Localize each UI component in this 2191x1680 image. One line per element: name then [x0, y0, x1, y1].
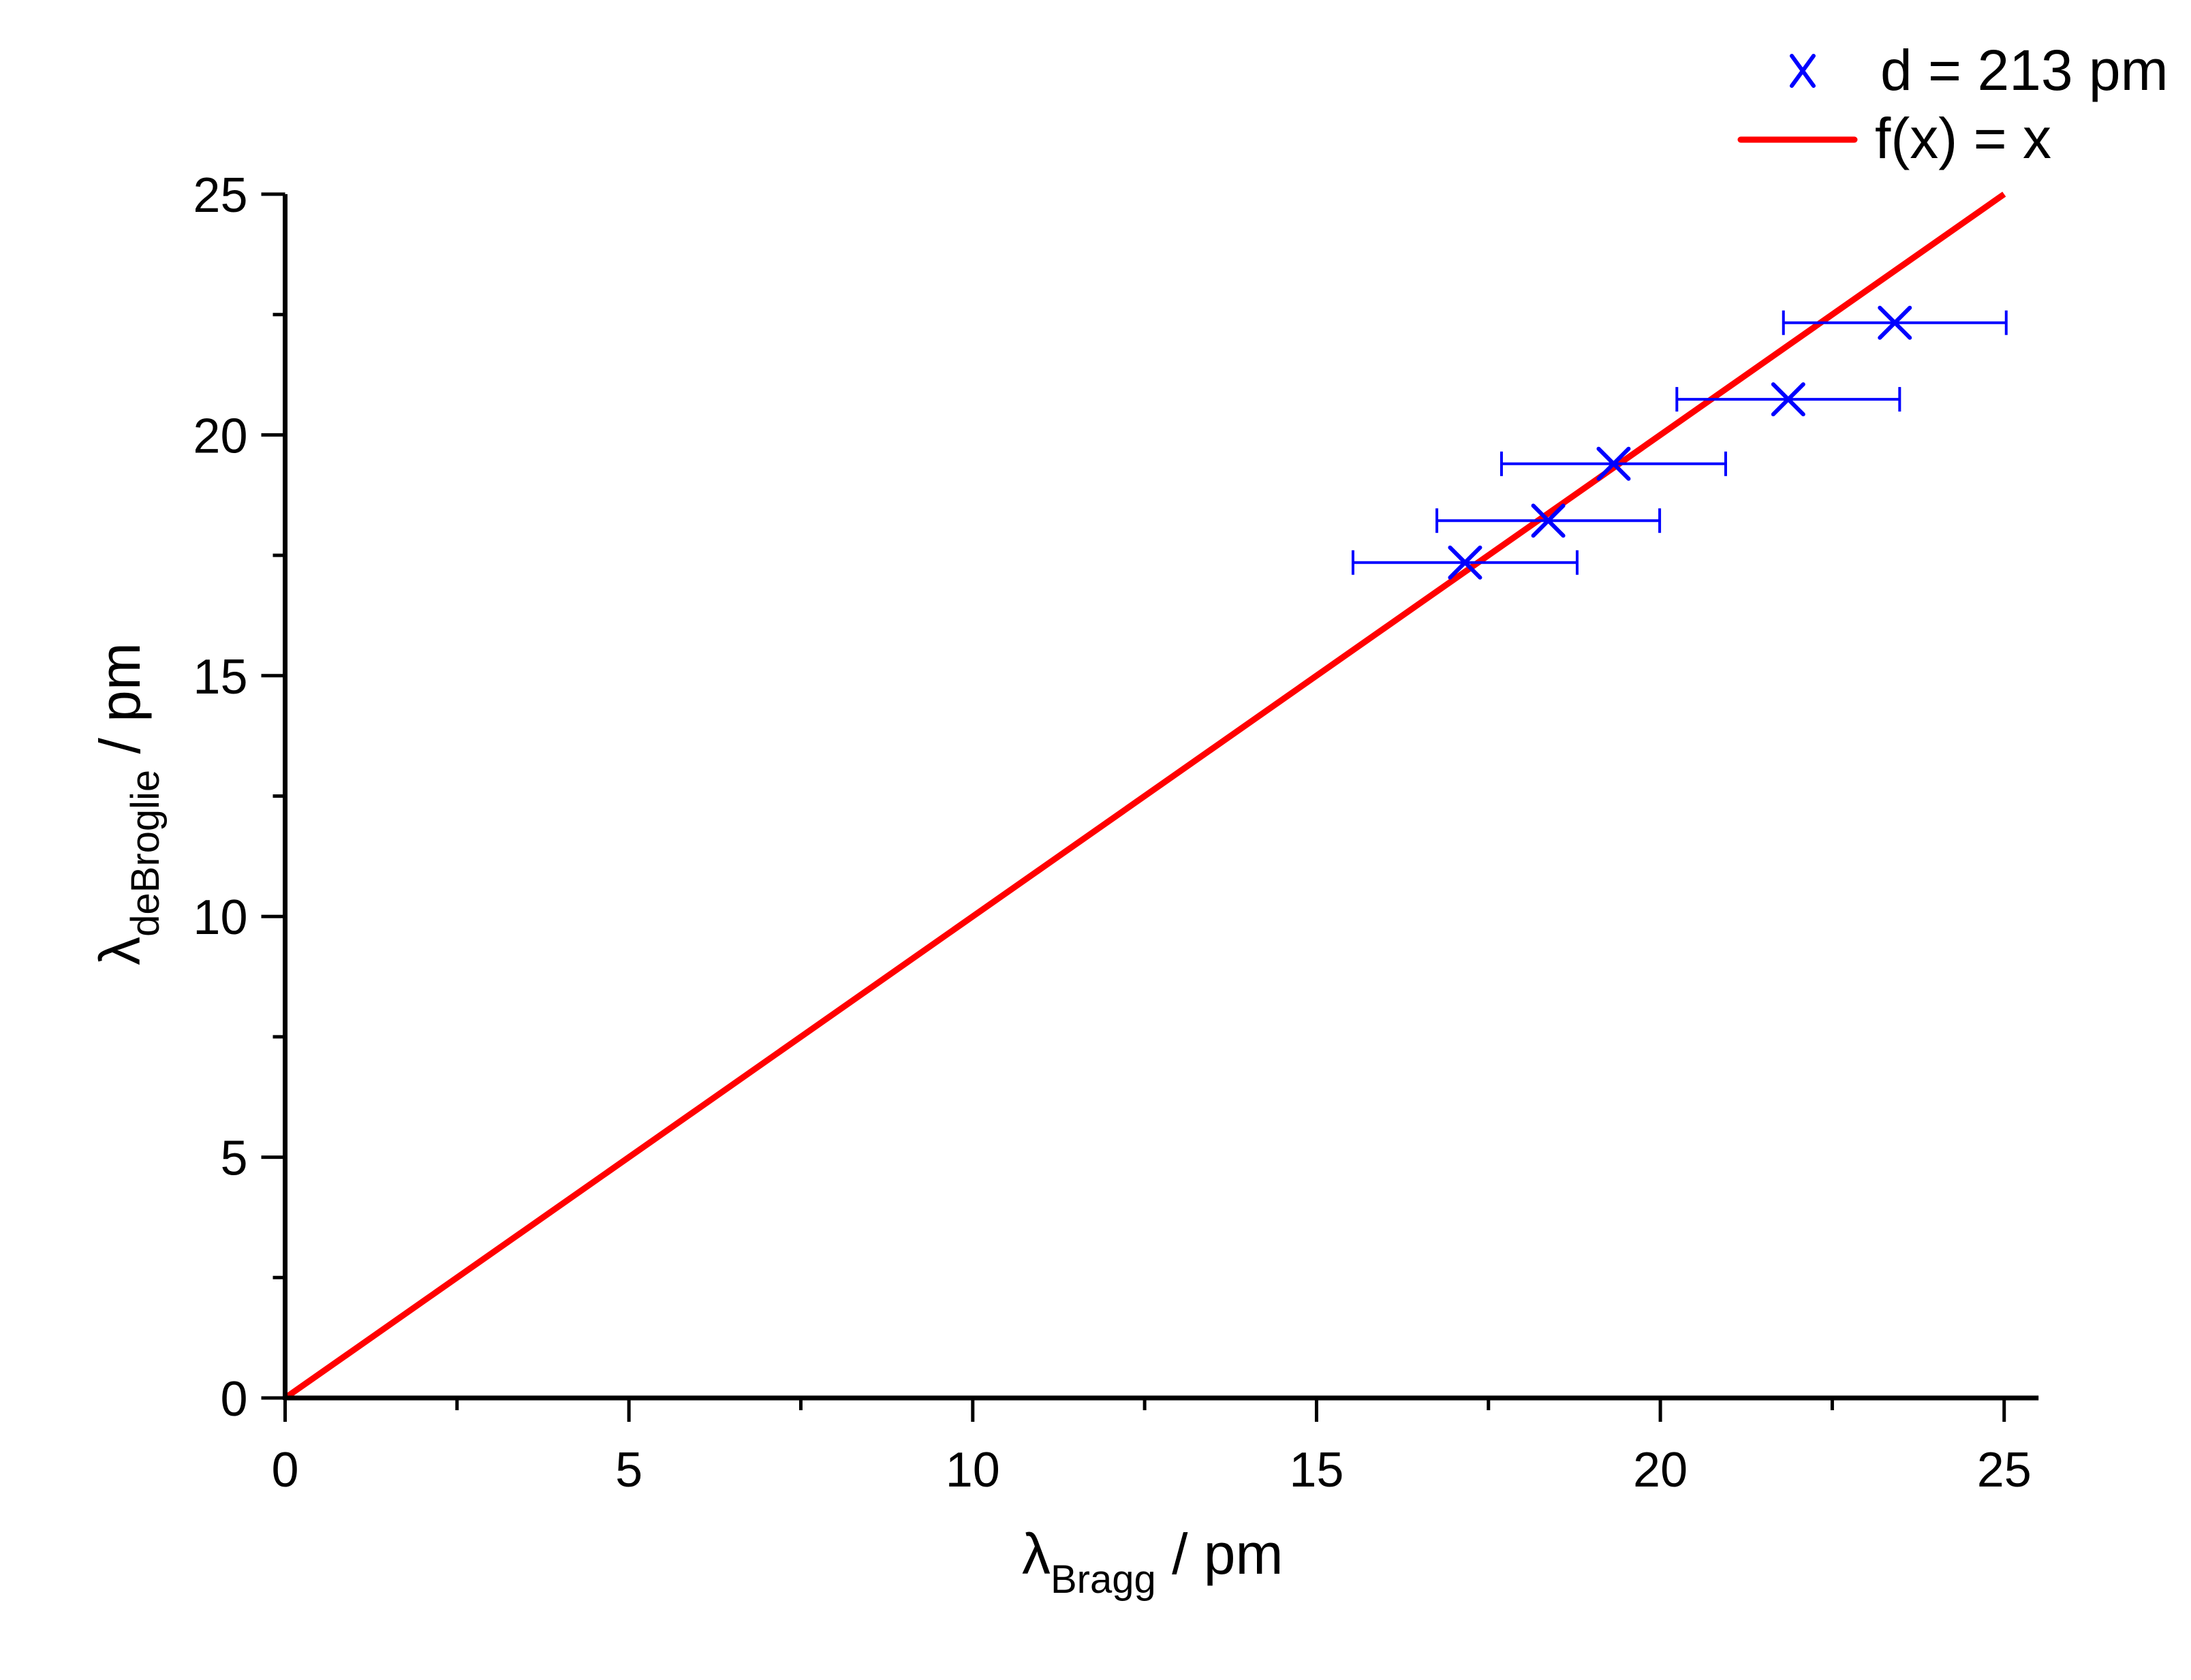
x-marker-icon — [1771, 382, 1805, 417]
x-marker-icon — [1448, 545, 1482, 580]
legend: d = 213 pm f(x) = x — [1737, 38, 2169, 170]
x-tick-label: 20 — [1633, 1443, 1688, 1497]
marker-stroke — [1771, 382, 1805, 417]
x-tick-label: 0 — [271, 1443, 298, 1497]
marker-stroke — [1596, 446, 1631, 481]
x-tick-label: 25 — [1977, 1443, 2032, 1497]
axes: 0 5 10 15 20 25 0 5 10 15 20 25 — [193, 168, 2039, 1497]
data-point — [1675, 382, 1901, 417]
x-marker-icon — [1596, 446, 1631, 481]
data-point — [1782, 305, 2008, 340]
data-point — [1351, 545, 1579, 580]
y-tick-label: 15 — [193, 650, 247, 704]
x-tick-label: 10 — [946, 1443, 1000, 1497]
marker-stroke — [1878, 305, 1912, 340]
y-tick-label: 20 — [193, 409, 247, 463]
x-marker-icon — [1531, 503, 1566, 538]
data-point — [1499, 446, 1727, 481]
legend-label-data: d = 213 pm — [1880, 38, 2169, 102]
data-point — [1435, 503, 1662, 538]
y-tick-label: 10 — [193, 890, 247, 945]
y-tick-label: 25 — [193, 168, 247, 223]
x-marker-icon — [1790, 54, 1816, 88]
data-points-layer — [1351, 305, 2008, 580]
y-axis-title: λdeBroglie / pm — [88, 642, 168, 965]
legend-item-data: d = 213 pm — [1790, 38, 2169, 102]
x-tick-label: 15 — [1289, 1443, 1343, 1497]
y-tick-label: 5 — [220, 1132, 247, 1186]
y-tick-label: 0 — [220, 1372, 247, 1427]
x-tick-label: 5 — [615, 1443, 642, 1497]
x-marker-icon — [1878, 305, 1912, 340]
x-axis-title: λBragg / pm — [1022, 1522, 1283, 1602]
marker-stroke — [1531, 503, 1566, 538]
fit-line — [283, 191, 2006, 1401]
legend-label-fit: f(x) = x — [1875, 106, 2051, 170]
marker-stroke — [1448, 545, 1482, 580]
legend-item-fit: f(x) = x — [1737, 106, 2051, 170]
fit-line-layer — [283, 191, 2006, 1401]
